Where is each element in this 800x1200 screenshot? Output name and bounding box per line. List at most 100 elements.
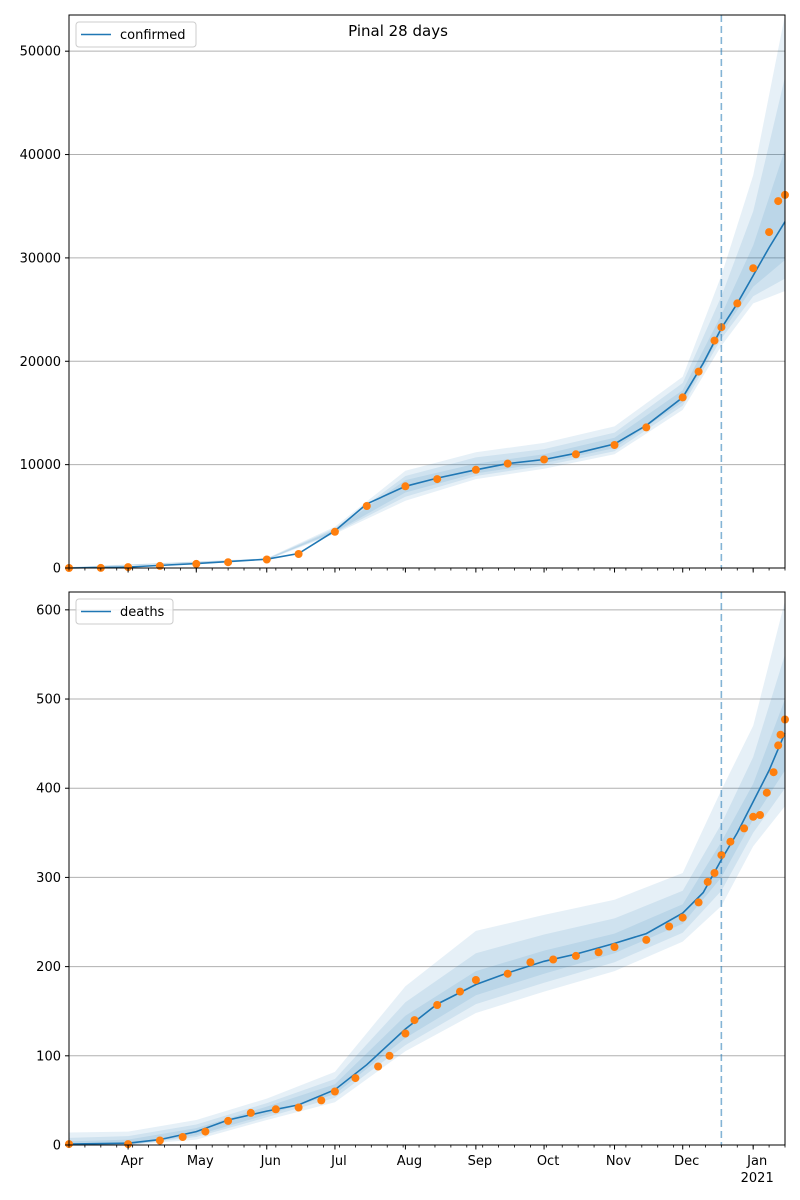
plot-frame (68, 14, 786, 569)
confidence-band (69, 699, 785, 1145)
data-point (710, 869, 719, 877)
data-point (317, 1096, 326, 1105)
data-point (774, 197, 783, 206)
y-tick-label: 30000 (20, 251, 61, 266)
data-point (642, 935, 651, 944)
data-point (710, 336, 719, 345)
confirmed-panel: 0 10000 20000 30000 40000 50000 confirmed (20, 14, 789, 577)
x-tick-label: Oct (537, 1154, 559, 1169)
data-point (192, 559, 201, 568)
confidence-band (69, 149, 785, 568)
data-point (433, 475, 442, 484)
data-point (456, 987, 464, 996)
data-point (471, 976, 480, 984)
data-point (362, 502, 371, 510)
data-point (733, 299, 742, 308)
data-point (155, 561, 164, 570)
data-point (330, 527, 339, 536)
data-point (756, 811, 764, 819)
x-tick-label: Aug (397, 1154, 422, 1169)
data-point (224, 1116, 233, 1125)
data-point (401, 482, 410, 491)
data-point (769, 768, 778, 777)
legend-box (75, 598, 174, 625)
y-tick-label: 400 (36, 782, 61, 797)
data-point (433, 1001, 442, 1009)
deaths-panel: 0 100 200 300 400 500 600 Apr May Jun Jul Aug Sep Oct… (36, 591, 789, 1186)
x-tick-label: Sep (468, 1154, 493, 1169)
confidence-band (69, 654, 785, 1145)
data-point (749, 264, 758, 273)
data-point (401, 1029, 410, 1038)
data-point (665, 922, 674, 931)
data-point (124, 563, 133, 572)
data-point (224, 558, 233, 567)
data-point (503, 969, 512, 978)
x-tick-label: Jan (746, 1154, 767, 1169)
data-point (124, 1140, 133, 1149)
data-point (571, 450, 580, 459)
data-point (726, 837, 735, 846)
x-tick-label: Nov (606, 1154, 632, 1169)
x-tick-sublabel: 2021 (741, 1171, 774, 1186)
y-tick-label: 300 (36, 871, 61, 886)
y-tick-label: 600 (36, 603, 61, 618)
data-point (694, 367, 703, 376)
legend-label: deaths (120, 605, 165, 620)
data-point (294, 1103, 303, 1112)
data-point (571, 951, 580, 960)
data-point (471, 465, 480, 474)
data-point (717, 851, 726, 860)
y-tick-label: 100 (36, 1049, 61, 1064)
data-point (351, 1074, 360, 1083)
x-tick-label: Jun (260, 1154, 281, 1169)
data-point (762, 788, 771, 797)
confidence-band (69, 600, 785, 1145)
data-point (549, 955, 558, 964)
data-point (774, 741, 783, 750)
data-point (294, 550, 303, 558)
data-point (262, 555, 271, 564)
data-point (330, 1087, 339, 1096)
data-point (678, 393, 687, 402)
figure-title: Pinal 28 days (348, 22, 448, 40)
y-tick-label: 20000 (20, 355, 61, 370)
data-point (410, 1016, 419, 1025)
data-point (526, 958, 535, 967)
y-tick-label: 50000 (20, 45, 61, 60)
data-point (201, 1127, 210, 1136)
data-point (540, 455, 549, 464)
data-point (271, 1105, 280, 1114)
fit-line (68, 221, 786, 569)
data-point (610, 441, 619, 449)
y-tick-label: 10000 (20, 458, 61, 473)
data-point (503, 459, 512, 468)
y-tick-label: 200 (36, 960, 61, 975)
data-point (374, 1062, 383, 1071)
data-point (749, 812, 758, 821)
y-tick-label: 0 (53, 562, 61, 577)
x-tick-label: Dec (674, 1154, 699, 1169)
data-point (740, 824, 749, 833)
legend-box (75, 21, 197, 48)
data-point (610, 943, 619, 951)
data-point (776, 730, 785, 739)
data-point (694, 898, 703, 907)
data-point (178, 1133, 187, 1141)
data-point (594, 948, 603, 957)
data-point (155, 1136, 164, 1145)
confidence-band (69, 15, 785, 568)
y-tick-label: 0 (53, 1139, 61, 1154)
legend-label: confirmed (120, 28, 186, 43)
x-tick-label: Jul (330, 1154, 347, 1169)
data-point (246, 1108, 255, 1117)
confidence-band (69, 77, 785, 568)
data-point (765, 228, 774, 237)
x-tick-label: May (187, 1154, 214, 1169)
data-point (642, 423, 651, 432)
data-point (703, 877, 712, 886)
x-tick-label: Apr (121, 1154, 144, 1169)
y-tick-label: 40000 (20, 148, 61, 163)
